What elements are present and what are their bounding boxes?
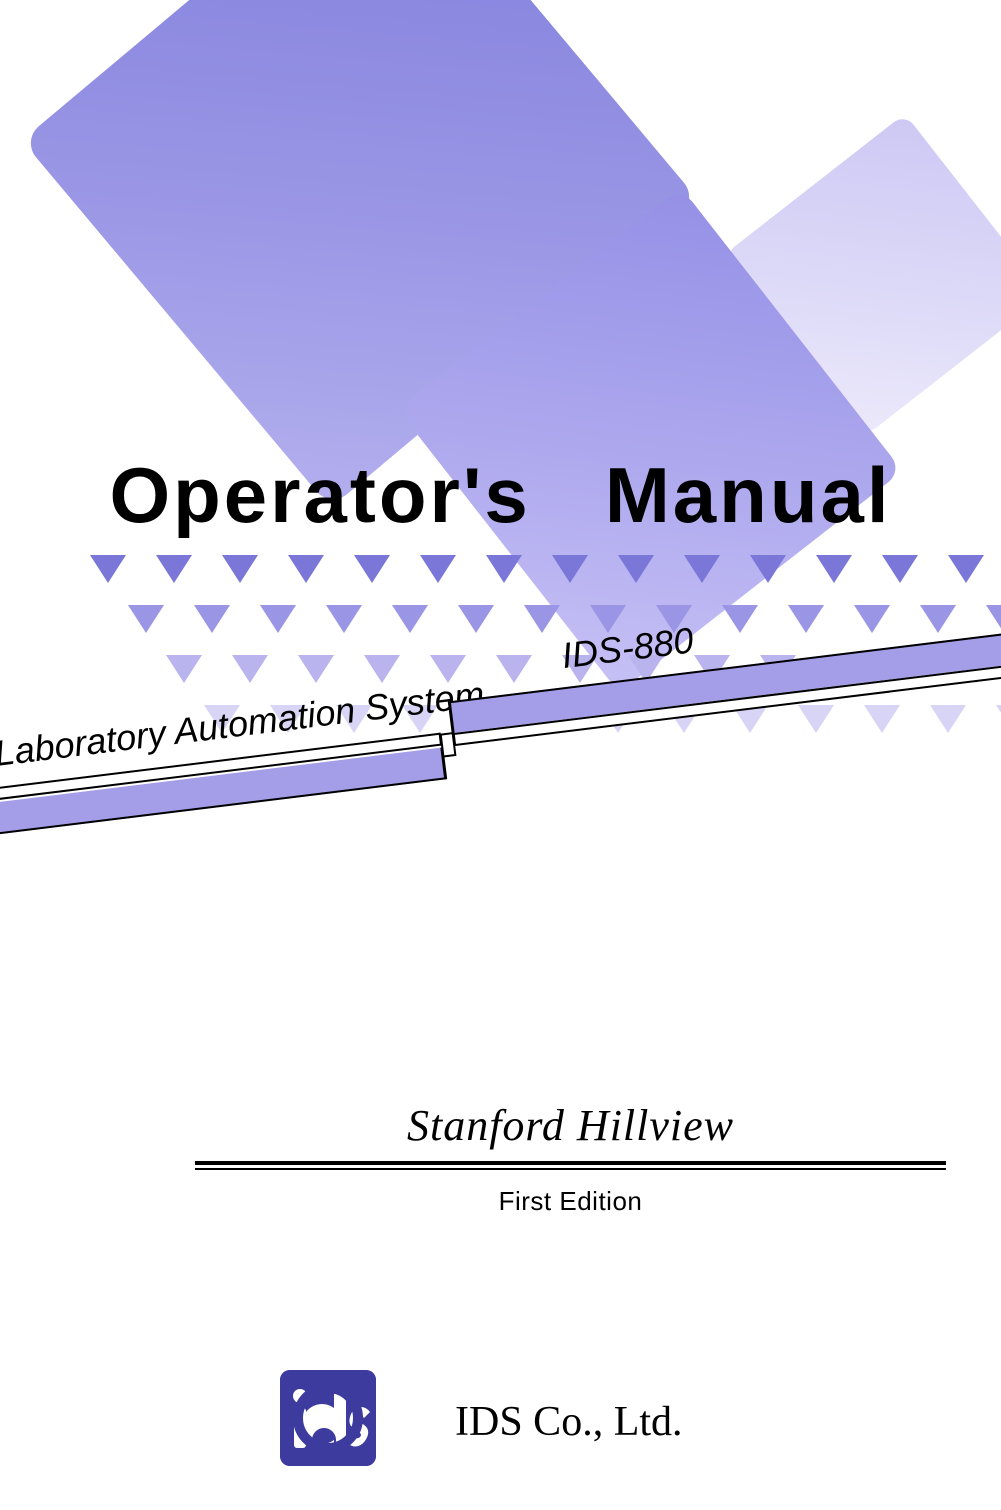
triangle-icon	[166, 655, 202, 683]
triangle-icon	[816, 555, 852, 583]
triangle-icon	[194, 605, 230, 633]
triangle-icon	[722, 605, 758, 633]
triangle-icon	[156, 555, 192, 583]
triangle-icon	[298, 655, 334, 683]
triangle-icon	[788, 605, 824, 633]
triangle-icon	[326, 605, 362, 633]
triangle-icon	[392, 605, 428, 633]
triangle-icon	[90, 555, 126, 583]
divider-thin	[195, 1168, 946, 1170]
triangle-row	[90, 555, 1001, 583]
triangle-icon	[288, 555, 324, 583]
triangle-icon	[232, 655, 268, 683]
triangle-icon	[364, 655, 400, 683]
triangle-icon	[948, 555, 984, 583]
triangle-icon	[618, 555, 654, 583]
triangle-icon	[222, 555, 258, 583]
triangle-icon	[420, 555, 456, 583]
triangle-icon	[882, 555, 918, 583]
triangle-icon	[260, 605, 296, 633]
triangle-icon	[750, 555, 786, 583]
footer: IDS Co., Ltd.	[0, 1370, 1001, 1480]
triangle-icon	[684, 555, 720, 583]
divider-thick	[195, 1161, 946, 1165]
triangle-icon	[486, 555, 522, 583]
triangle-icon	[354, 555, 390, 583]
edition-label: First Edition	[195, 1186, 946, 1217]
company-logo-icon	[280, 1370, 376, 1466]
customer-name: Stanford Hillview	[195, 1100, 946, 1157]
triangle-icon	[458, 605, 494, 633]
triangle-icon	[128, 605, 164, 633]
company-name: IDS Co., Ltd.	[455, 1398, 683, 1446]
document-title: Operator's Manual	[0, 450, 1001, 541]
customer-block: Stanford Hillview First Edition	[195, 1100, 946, 1217]
manual-cover-page: Operator's Manual Laboratory Automation …	[0, 0, 1001, 1510]
triangle-icon	[552, 555, 588, 583]
triangle-icon	[524, 605, 560, 633]
